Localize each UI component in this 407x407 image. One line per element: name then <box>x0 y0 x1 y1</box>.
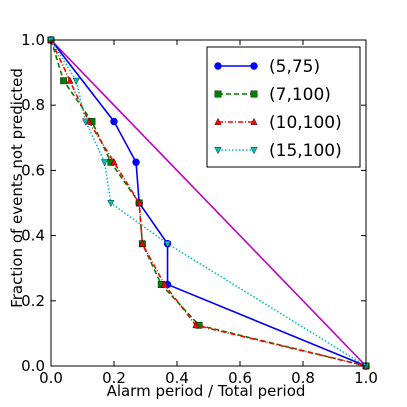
legend-entry: (7,100) <box>214 85 331 105</box>
plot-frame <box>50 39 367 367</box>
data-point <box>110 158 118 166</box>
legend: (5,75) (7,100) (10,100) (15,100) <box>206 46 361 168</box>
y-tick-label: 0.4 <box>21 227 45 245</box>
y-tick-label: 0.2 <box>21 292 45 310</box>
y-tick-label: 0.0 <box>21 357 45 375</box>
y-axis-label: Fraction of events not predicted <box>8 68 26 308</box>
legend-marker <box>250 90 258 98</box>
legend-marker <box>214 117 222 125</box>
data-point <box>72 77 80 85</box>
data-point <box>135 198 143 206</box>
data-point <box>110 117 118 126</box>
legend-label: (10,100) <box>269 113 342 133</box>
x-tick-label: 1.0 <box>354 369 378 387</box>
data-point <box>107 200 115 208</box>
legend-box <box>206 46 361 168</box>
x-tick-label: 0.2 <box>102 369 126 387</box>
data-point <box>192 321 200 329</box>
data-point <box>60 77 68 85</box>
legend-marker <box>214 147 222 155</box>
x-tick-label: 0.4 <box>165 369 189 387</box>
legend-marker <box>250 117 258 125</box>
legend-label: (15,100) <box>269 141 342 161</box>
legend-marker <box>250 62 258 70</box>
y-tick-label: 1.0 <box>21 31 45 49</box>
x-tick-label: 0.0 <box>39 369 63 387</box>
reference-diagonal-line <box>50 39 367 367</box>
axes: 0.0 0.2 0.4 0.6 0.8 1.0 0.0 0.2 0.4 0.6 0.8 1.0 <box>21 31 378 387</box>
x-axis-label: Alarm period / Total period <box>107 382 306 400</box>
series-line <box>50 39 367 367</box>
x-tick-label: 0.6 <box>228 369 252 387</box>
data-point <box>138 239 146 247</box>
legend-marker <box>250 147 258 155</box>
chart-marks <box>47 35 370 371</box>
legend-entry: (10,100) <box>214 113 342 133</box>
legend-label: (5,75) <box>269 57 320 77</box>
legend-entry: (5,75) <box>214 57 320 77</box>
legend-marker <box>214 90 222 98</box>
y-tick-label: 0.6 <box>21 161 45 179</box>
data-point <box>82 118 90 126</box>
legend-marker <box>214 62 222 70</box>
y-tick-label: 0.8 <box>21 96 45 114</box>
data-point <box>101 159 109 167</box>
data-point <box>66 76 74 84</box>
legend-label: (7,100) <box>269 85 331 105</box>
legend-entry: (15,100) <box>214 141 342 161</box>
x-tick-label: 0.8 <box>291 369 315 387</box>
data-point <box>164 240 172 248</box>
data-point <box>160 280 168 288</box>
data-point <box>132 158 140 166</box>
